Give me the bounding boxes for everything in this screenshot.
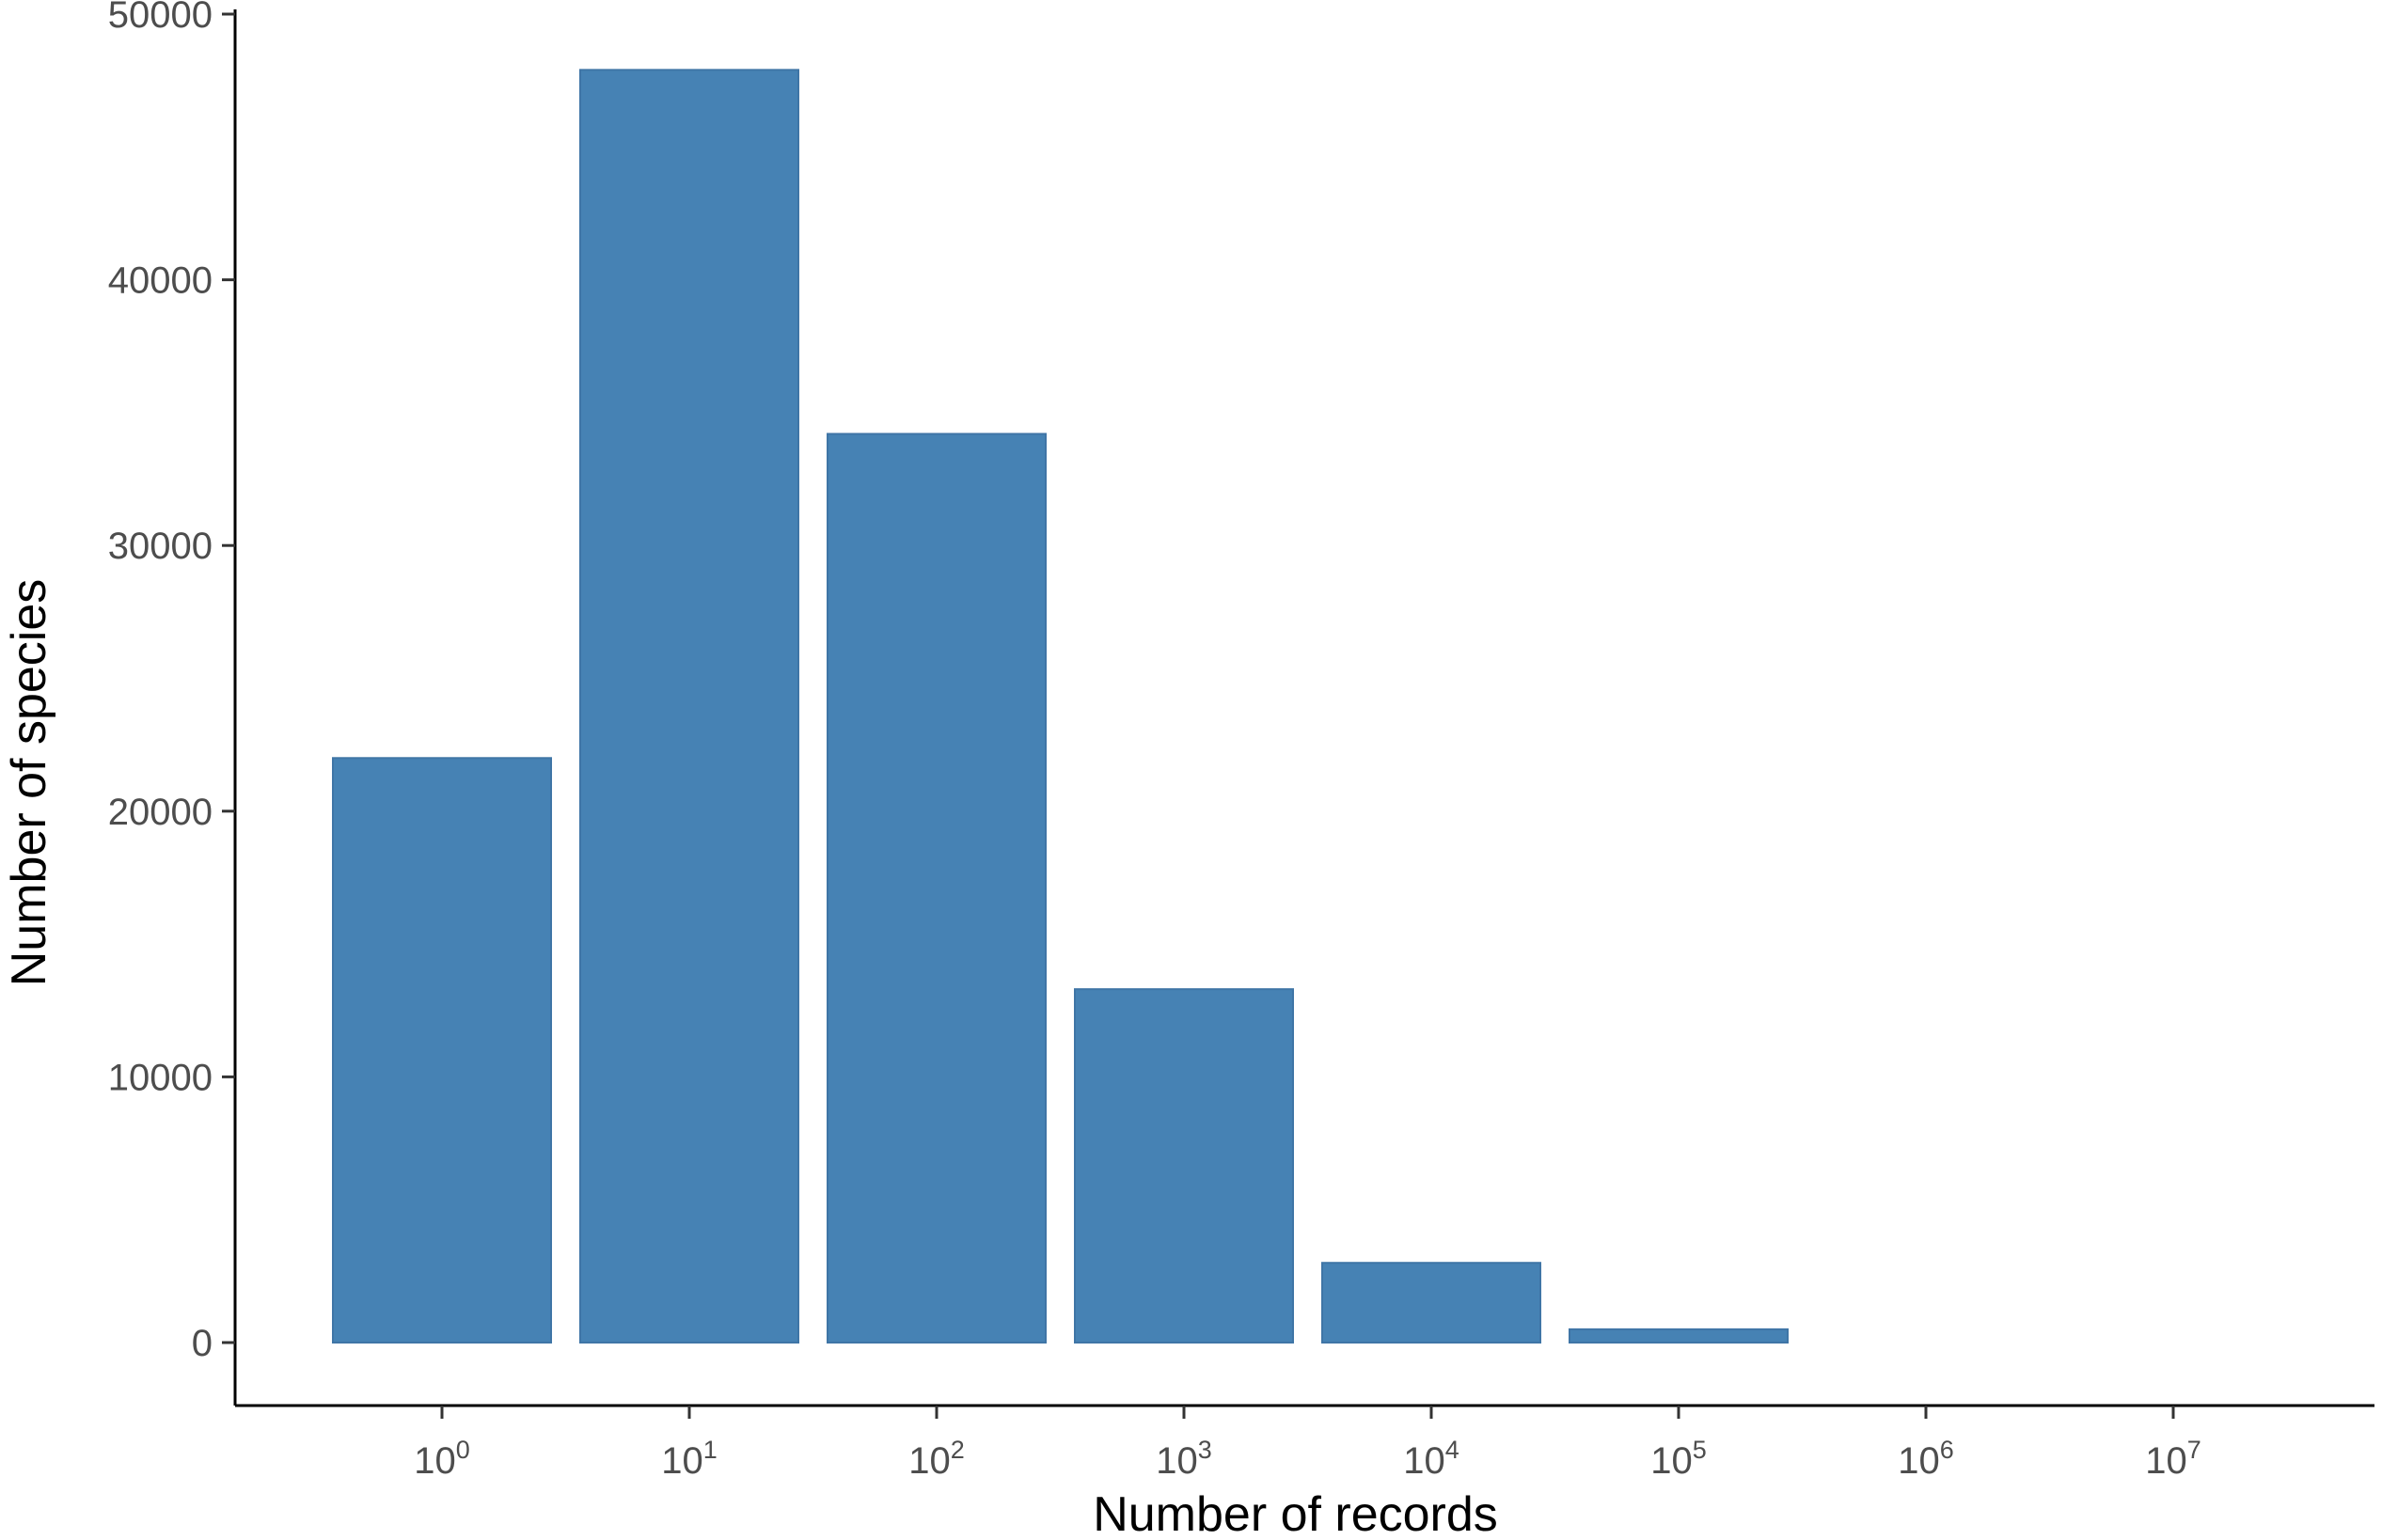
bar-10^1 bbox=[579, 69, 799, 1344]
y-tick-label: 0 bbox=[192, 1323, 213, 1364]
x-tick-label: 107 bbox=[2145, 1436, 2201, 1482]
x-axis: 100 101 102 103 104 105 106 107 bbox=[235, 1404, 2374, 1482]
y-tick-label: 40000 bbox=[108, 260, 213, 302]
x-ticks: 100 101 102 103 104 105 106 107 bbox=[414, 1406, 2201, 1482]
x-tick-label: 101 bbox=[661, 1436, 718, 1482]
y-tick-label: 20000 bbox=[108, 792, 213, 833]
bar-10^2 bbox=[827, 432, 1047, 1344]
bars-group bbox=[332, 69, 1789, 1344]
x-tick-label: 103 bbox=[1156, 1436, 1212, 1482]
y-tick-label: 50000 bbox=[108, 0, 213, 36]
x-axis-title: Number of records bbox=[1093, 1487, 1498, 1540]
y-axis: 0 10000 20000 30000 40000 50000 bbox=[108, 0, 237, 1406]
y-tick-label: 30000 bbox=[108, 526, 213, 567]
x-tick-label: 100 bbox=[414, 1436, 470, 1482]
bar-10^0 bbox=[332, 757, 552, 1344]
bar-10^3 bbox=[1074, 988, 1294, 1344]
bar-10^5 bbox=[1569, 1328, 1789, 1344]
y-tick-label: 10000 bbox=[108, 1057, 213, 1098]
x-tick-label: 105 bbox=[1650, 1436, 1707, 1482]
bar-10^4 bbox=[1321, 1262, 1541, 1344]
x-tick-label: 102 bbox=[908, 1436, 965, 1482]
y-axis-title: Number of species bbox=[2, 579, 56, 987]
x-tick-label: 104 bbox=[1403, 1436, 1459, 1482]
x-tick-label: 106 bbox=[1898, 1436, 1954, 1482]
y-ticks: 0 10000 20000 30000 40000 50000 bbox=[108, 0, 235, 1364]
